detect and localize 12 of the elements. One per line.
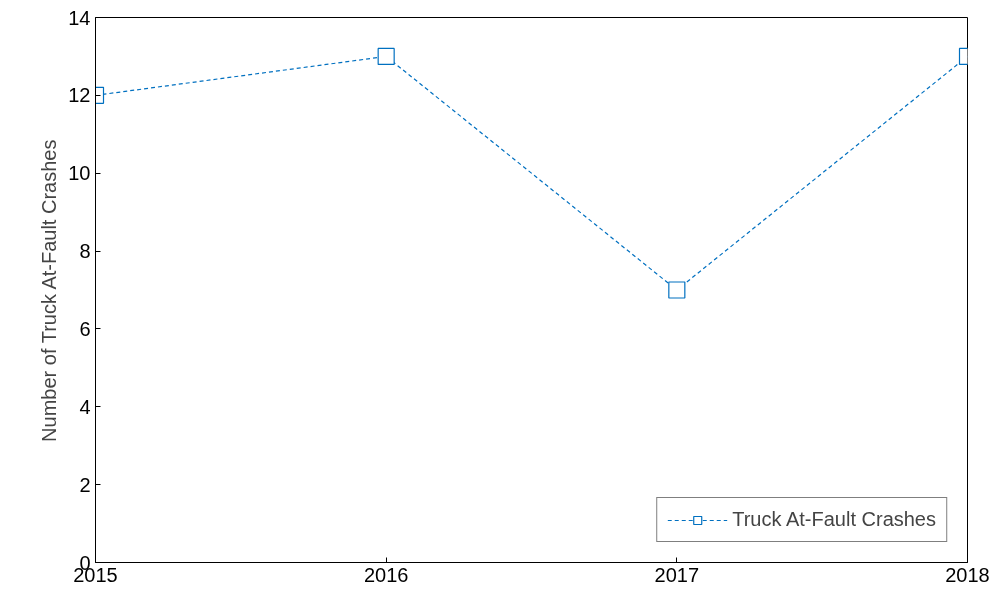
x-tick-label: 2016 bbox=[363, 563, 409, 586]
y-tick-label: 4 bbox=[79, 395, 91, 418]
y-tick-label: 12 bbox=[68, 84, 91, 107]
y-tick-label: 2 bbox=[79, 473, 91, 496]
legend-label: Truck At-Fault Crashes bbox=[732, 508, 936, 531]
x-tick-label: 2017 bbox=[654, 563, 700, 586]
x-tick-label: 2018 bbox=[945, 563, 990, 586]
y-tick-label: 14 bbox=[68, 6, 91, 29]
y-tick-label: 8 bbox=[79, 240, 91, 263]
y-axis-title: Number of Truck At-Fault Crashes bbox=[38, 139, 61, 442]
y-tick-label: 6 bbox=[79, 317, 91, 340]
y-tick-label: 10 bbox=[68, 162, 91, 185]
